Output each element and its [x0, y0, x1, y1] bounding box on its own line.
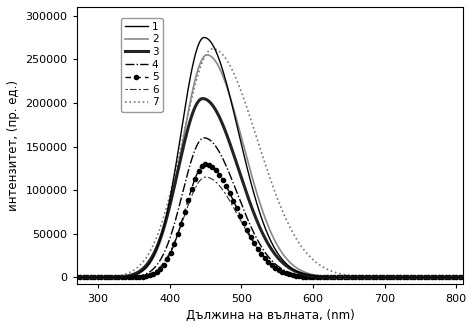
Legend: 1, 2, 3, 4, 5, 6, 7: 1, 2, 3, 4, 5, 6, 7: [120, 18, 163, 112]
X-axis label: Дължина на вълната, (nm): Дължина на вълната, (nm): [186, 309, 355, 322]
Y-axis label: интензитет, (пр. ед.): интензитет, (пр. ед.): [7, 80, 20, 211]
